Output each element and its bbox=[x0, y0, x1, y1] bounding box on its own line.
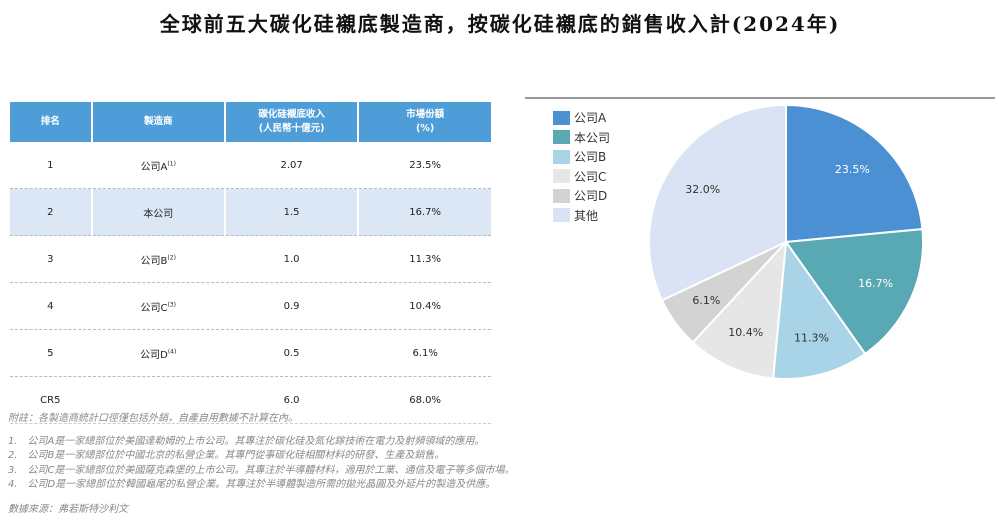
data-label: 10.4% bbox=[728, 326, 763, 339]
legend-swatch bbox=[553, 110, 570, 125]
pie-slice bbox=[785, 103, 924, 244]
notes: 附註：各製造商統計口徑僅包括外銷，自產自用數據不計算在內。 1. 公司A是一家總… bbox=[8, 412, 515, 517]
table-cell: 68.0% bbox=[359, 377, 491, 424]
table-cell: 1.0 bbox=[225, 236, 358, 283]
table-cell: 0.5 bbox=[225, 330, 358, 377]
table-row: 5 公司D(4) 0.5 6.1% bbox=[10, 330, 491, 377]
remark: 附註：各製造商統計口徑僅包括外銷，自產自用數據不計算在內。 bbox=[8, 413, 298, 424]
legend-label: 公司A bbox=[574, 111, 607, 126]
legend-item: 公司D bbox=[553, 186, 610, 206]
table-cell: 3 bbox=[10, 236, 91, 283]
note-item: 2. 公司B是一家總部位於中國北京的私營企業。其專門從事碳化硅相關材料的研發、生… bbox=[8, 450, 445, 461]
table-cell: 1 bbox=[10, 142, 91, 189]
legend-label: 公司B bbox=[574, 150, 607, 165]
column-header: 市場份額 (%) bbox=[359, 102, 491, 142]
table-cell: 16.7% bbox=[359, 189, 491, 236]
table-cell: 11.3% bbox=[359, 236, 491, 283]
column-header: 製造商 bbox=[92, 102, 224, 142]
table-row: 3 公司B(2) 1.0 11.3% bbox=[10, 236, 491, 283]
table-cell bbox=[92, 377, 224, 424]
divider bbox=[525, 97, 995, 99]
legend-swatch bbox=[553, 208, 570, 223]
data-label: 16.7% bbox=[858, 277, 893, 290]
legend-item: 公司B bbox=[553, 147, 610, 167]
table-cell: CR5 bbox=[10, 377, 91, 424]
legend-swatch bbox=[553, 130, 570, 145]
data-label: 11.3% bbox=[794, 331, 829, 344]
note-item: 3. 公司C是一家總部位於美國薩克森堡的上市公司。其專注於半導體材料，適用於工業… bbox=[8, 464, 515, 476]
legend-item: 其他 bbox=[553, 206, 610, 226]
table-row: 2 本公司 1.5 16.7% bbox=[10, 189, 491, 236]
page-title: 全球前五大碳化硅襯底製造商，按碳化硅襯底的銷售收入計(2024年) bbox=[159, 12, 841, 36]
table-cell: 6.1% bbox=[359, 330, 491, 377]
note-item: 4. 公司D是一家總部位於韓國龜尾的私營企業。其專注於半導體製造所需的拋光晶圓及… bbox=[8, 479, 496, 490]
table-row: 4 公司C(3) 0.9 10.4% bbox=[10, 283, 491, 330]
table-cell: 0.9 bbox=[225, 283, 358, 330]
table-cell: 公司B(2) bbox=[92, 236, 224, 283]
data-label: 32.0% bbox=[685, 183, 720, 196]
table-cell: 公司A(1) bbox=[92, 142, 224, 189]
legend-label: 其他 bbox=[574, 208, 599, 223]
note-item: 1. 公司A是一家總部位於美國達勒姆的上市公司。其專注於碳化硅及氮化鎵技術在電力… bbox=[8, 435, 485, 447]
legend-label: 本公司 bbox=[574, 130, 611, 145]
source: 數據來源：弗若斯特沙利文 bbox=[8, 503, 128, 515]
data-label: 6.1% bbox=[692, 294, 720, 307]
legend-label: 公司D bbox=[574, 189, 608, 204]
column-header: 排名 bbox=[10, 102, 91, 142]
legend-label: 公司C bbox=[574, 169, 607, 184]
table-row: 1 公司A(1) 2.07 23.5% bbox=[10, 142, 491, 189]
legend-item: 公司A bbox=[553, 108, 610, 128]
pie-slice bbox=[691, 239, 788, 380]
table-cell: 公司C(3) bbox=[92, 283, 224, 330]
table-row: CR5 6.0 68.0% bbox=[10, 377, 491, 424]
legend-swatch bbox=[553, 188, 570, 203]
table-cell: 10.4% bbox=[359, 283, 491, 330]
column-header: 碳化硅襯底收入 (人民幣十億元) bbox=[225, 102, 358, 142]
pie-slice bbox=[784, 228, 924, 356]
legend-item: 公司C bbox=[553, 167, 610, 187]
table-cell: 公司D(4) bbox=[92, 330, 224, 377]
table-cell: 6.0 bbox=[225, 377, 358, 424]
pie-slice bbox=[772, 239, 867, 380]
table-cell: 2 bbox=[10, 189, 91, 236]
table-cell: 5 bbox=[10, 330, 91, 377]
legend-item: 本公司 bbox=[553, 128, 610, 148]
table-cell: 1.5 bbox=[225, 189, 358, 236]
legend-swatch bbox=[553, 169, 570, 184]
table-cell: 4 bbox=[10, 283, 91, 330]
table-cell: 本公司 bbox=[92, 189, 224, 236]
ranking-table: 排名 製造商 碳化硅襯底收入 (人民幣十億元) 市場份額 (%) 1 公司A(1) 2.07 2… bbox=[8, 102, 493, 424]
table-cell: 2.07 bbox=[225, 142, 358, 189]
data-label: 23.5% bbox=[835, 163, 870, 176]
legend-swatch bbox=[553, 149, 570, 164]
pie-slice bbox=[648, 103, 787, 302]
table-cell: 23.5% bbox=[359, 142, 491, 189]
legend: 公司A 本公司公司B 公司C 公司D 其他 bbox=[553, 108, 610, 225]
